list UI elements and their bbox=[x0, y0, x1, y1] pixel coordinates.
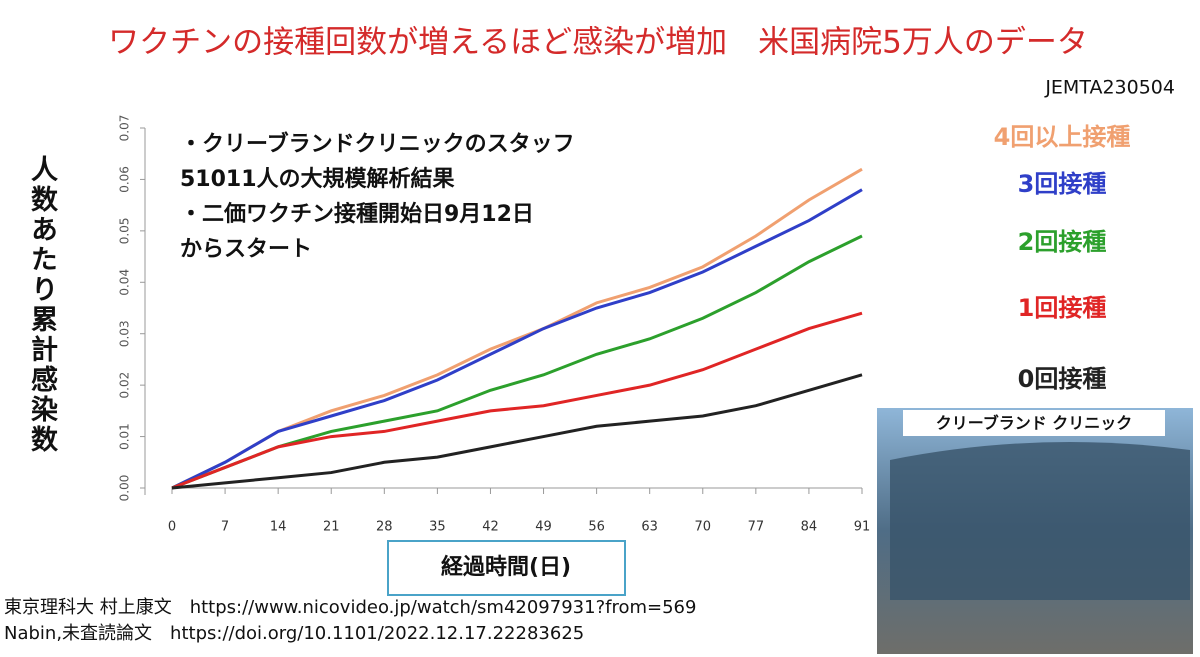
y-axis-label: 人数あたり累計感染数 bbox=[26, 155, 57, 455]
x-tick-label: 63 bbox=[641, 520, 658, 535]
x-tick-label: 0 bbox=[168, 520, 176, 535]
x-tick-label: 35 bbox=[429, 520, 446, 535]
annotation: ・クリーブランドクリニックのスタッフ bbox=[180, 131, 575, 157]
series-line bbox=[171, 311, 863, 490]
y-tick-label: 0.01 bbox=[118, 423, 132, 450]
x-tick-label: 42 bbox=[482, 520, 499, 535]
x-tick-label: 14 bbox=[270, 520, 287, 535]
y-tick-label: 0.02 bbox=[118, 372, 132, 399]
code: JEMTA230504 bbox=[1044, 77, 1175, 99]
x-tick-label: 70 bbox=[694, 520, 711, 535]
legend-label: 2回接種 bbox=[1018, 228, 1107, 256]
x-tick-label: 56 bbox=[588, 520, 605, 535]
y-tick-label: 0.07 bbox=[118, 115, 132, 142]
series-line bbox=[171, 373, 863, 490]
y-tick-label: 0.04 bbox=[118, 269, 132, 296]
x-tick-label: 21 bbox=[323, 520, 340, 535]
credit: Nabin,未査読論文 https://doi.org/10.1101/2022… bbox=[4, 623, 584, 644]
y-tick-label: 0.00 bbox=[118, 475, 132, 502]
y-tick-label: 0.06 bbox=[118, 166, 132, 193]
caption-box bbox=[903, 410, 1165, 436]
y-tick-label: 0.05 bbox=[118, 217, 132, 244]
legend-label: 0回接種 bbox=[1018, 365, 1107, 393]
building bbox=[890, 442, 1190, 600]
photo-caption: クリーブランド クリニック bbox=[936, 414, 1133, 433]
legend-label: 3回接種 bbox=[1018, 170, 1107, 198]
series-line bbox=[171, 188, 863, 490]
legend-label: 4回以上接種 bbox=[994, 123, 1131, 151]
x-tick-label: 28 bbox=[376, 520, 393, 535]
x-tick-label: 84 bbox=[801, 520, 818, 535]
credit: 東京理科大 村上康文 https://www.nicovideo.jp/watc… bbox=[4, 597, 696, 618]
y-tick-label: 0.03 bbox=[118, 320, 132, 347]
x-axis-label: 経過時間(日) bbox=[441, 554, 571, 580]
x-tick-label: 49 bbox=[535, 520, 552, 535]
series-line bbox=[171, 234, 863, 490]
annotation: 51011人の大規模解析結果 bbox=[180, 166, 455, 192]
x-tick-label: 77 bbox=[748, 520, 765, 535]
legend-label: 1回接種 bbox=[1018, 294, 1107, 322]
x-label-box bbox=[387, 540, 626, 596]
x-tick-label: 7 bbox=[221, 520, 229, 535]
title: ワクチンの接種回数が増えるほど感染が増加 米国病院5万人のデータ bbox=[108, 25, 1088, 61]
annotation: からスタート bbox=[180, 237, 312, 262]
annotation: ・二価ワクチン接種開始日9月12日 bbox=[180, 201, 534, 227]
x-tick-label: 91 bbox=[854, 520, 871, 535]
